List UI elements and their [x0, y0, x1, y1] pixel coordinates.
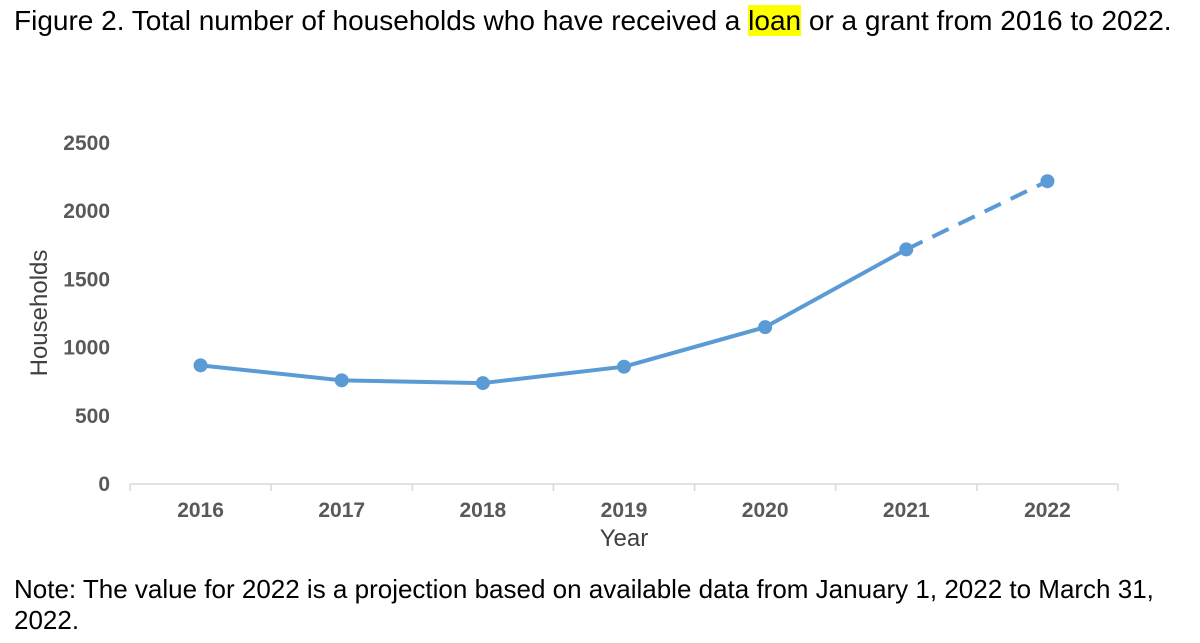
data-point — [1040, 174, 1055, 189]
y-tick-label: 0 — [98, 473, 110, 496]
x-tick-label: 2017 — [318, 499, 365, 522]
y-tick-label: 500 — [75, 405, 110, 428]
projected-line-segment — [905, 179, 1049, 252]
y-axis: 0 500 1000 1500 2000 2500 — [63, 132, 110, 496]
data-point — [758, 320, 773, 335]
title-highlight: loan — [748, 5, 802, 36]
x-tick-label: 2018 — [459, 499, 506, 522]
y-axis-title: Households — [26, 250, 53, 377]
data-point — [617, 359, 631, 374]
data-point — [899, 242, 914, 257]
x-tick-label: 2021 — [883, 499, 930, 522]
title-text-before: Figure 2. Total number of households who… — [14, 5, 749, 36]
title-text-after: or a grant from 2016 to 2022. — [801, 5, 1172, 36]
series-layer — [193, 174, 1055, 391]
figure-note: Note: The value for 2022 is a projection… — [14, 574, 1154, 635]
y-tick-label: 1000 — [63, 337, 110, 360]
data-point — [475, 376, 490, 391]
data-point — [193, 358, 208, 373]
data-point — [334, 373, 349, 388]
x-tick-label: 2019 — [601, 499, 648, 522]
x-axis-title: Year — [600, 525, 649, 552]
x-axis: 2016 2017 2018 2019 2020 2021 2022 — [129, 483, 1119, 522]
figure-title: Figure 2. Total number of households who… — [14, 4, 1194, 38]
series-line — [198, 247, 909, 386]
y-tick-label: 2500 — [63, 132, 110, 155]
x-tick-label: 2016 — [177, 499, 224, 522]
y-tick-label: 1500 — [63, 268, 110, 291]
x-tick-label: 2022 — [1024, 499, 1071, 522]
y-tick-label: 2000 — [63, 200, 110, 223]
x-tick-label: 2020 — [742, 499, 789, 522]
